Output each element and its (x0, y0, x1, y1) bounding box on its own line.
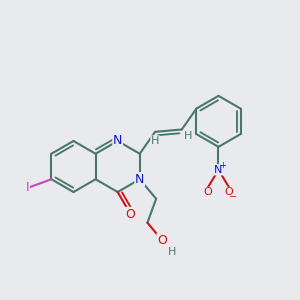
Text: N: N (214, 165, 223, 175)
Text: O: O (203, 188, 212, 197)
Text: H: H (168, 247, 176, 257)
Text: N: N (113, 134, 122, 148)
Text: H: H (184, 130, 192, 141)
Text: −: − (229, 192, 237, 202)
Text: I: I (26, 182, 29, 194)
Text: N: N (135, 173, 144, 186)
Text: O: O (125, 208, 135, 220)
Text: O: O (157, 234, 167, 247)
Text: H: H (151, 136, 159, 146)
Text: +: + (219, 161, 226, 170)
Text: O: O (225, 188, 234, 197)
